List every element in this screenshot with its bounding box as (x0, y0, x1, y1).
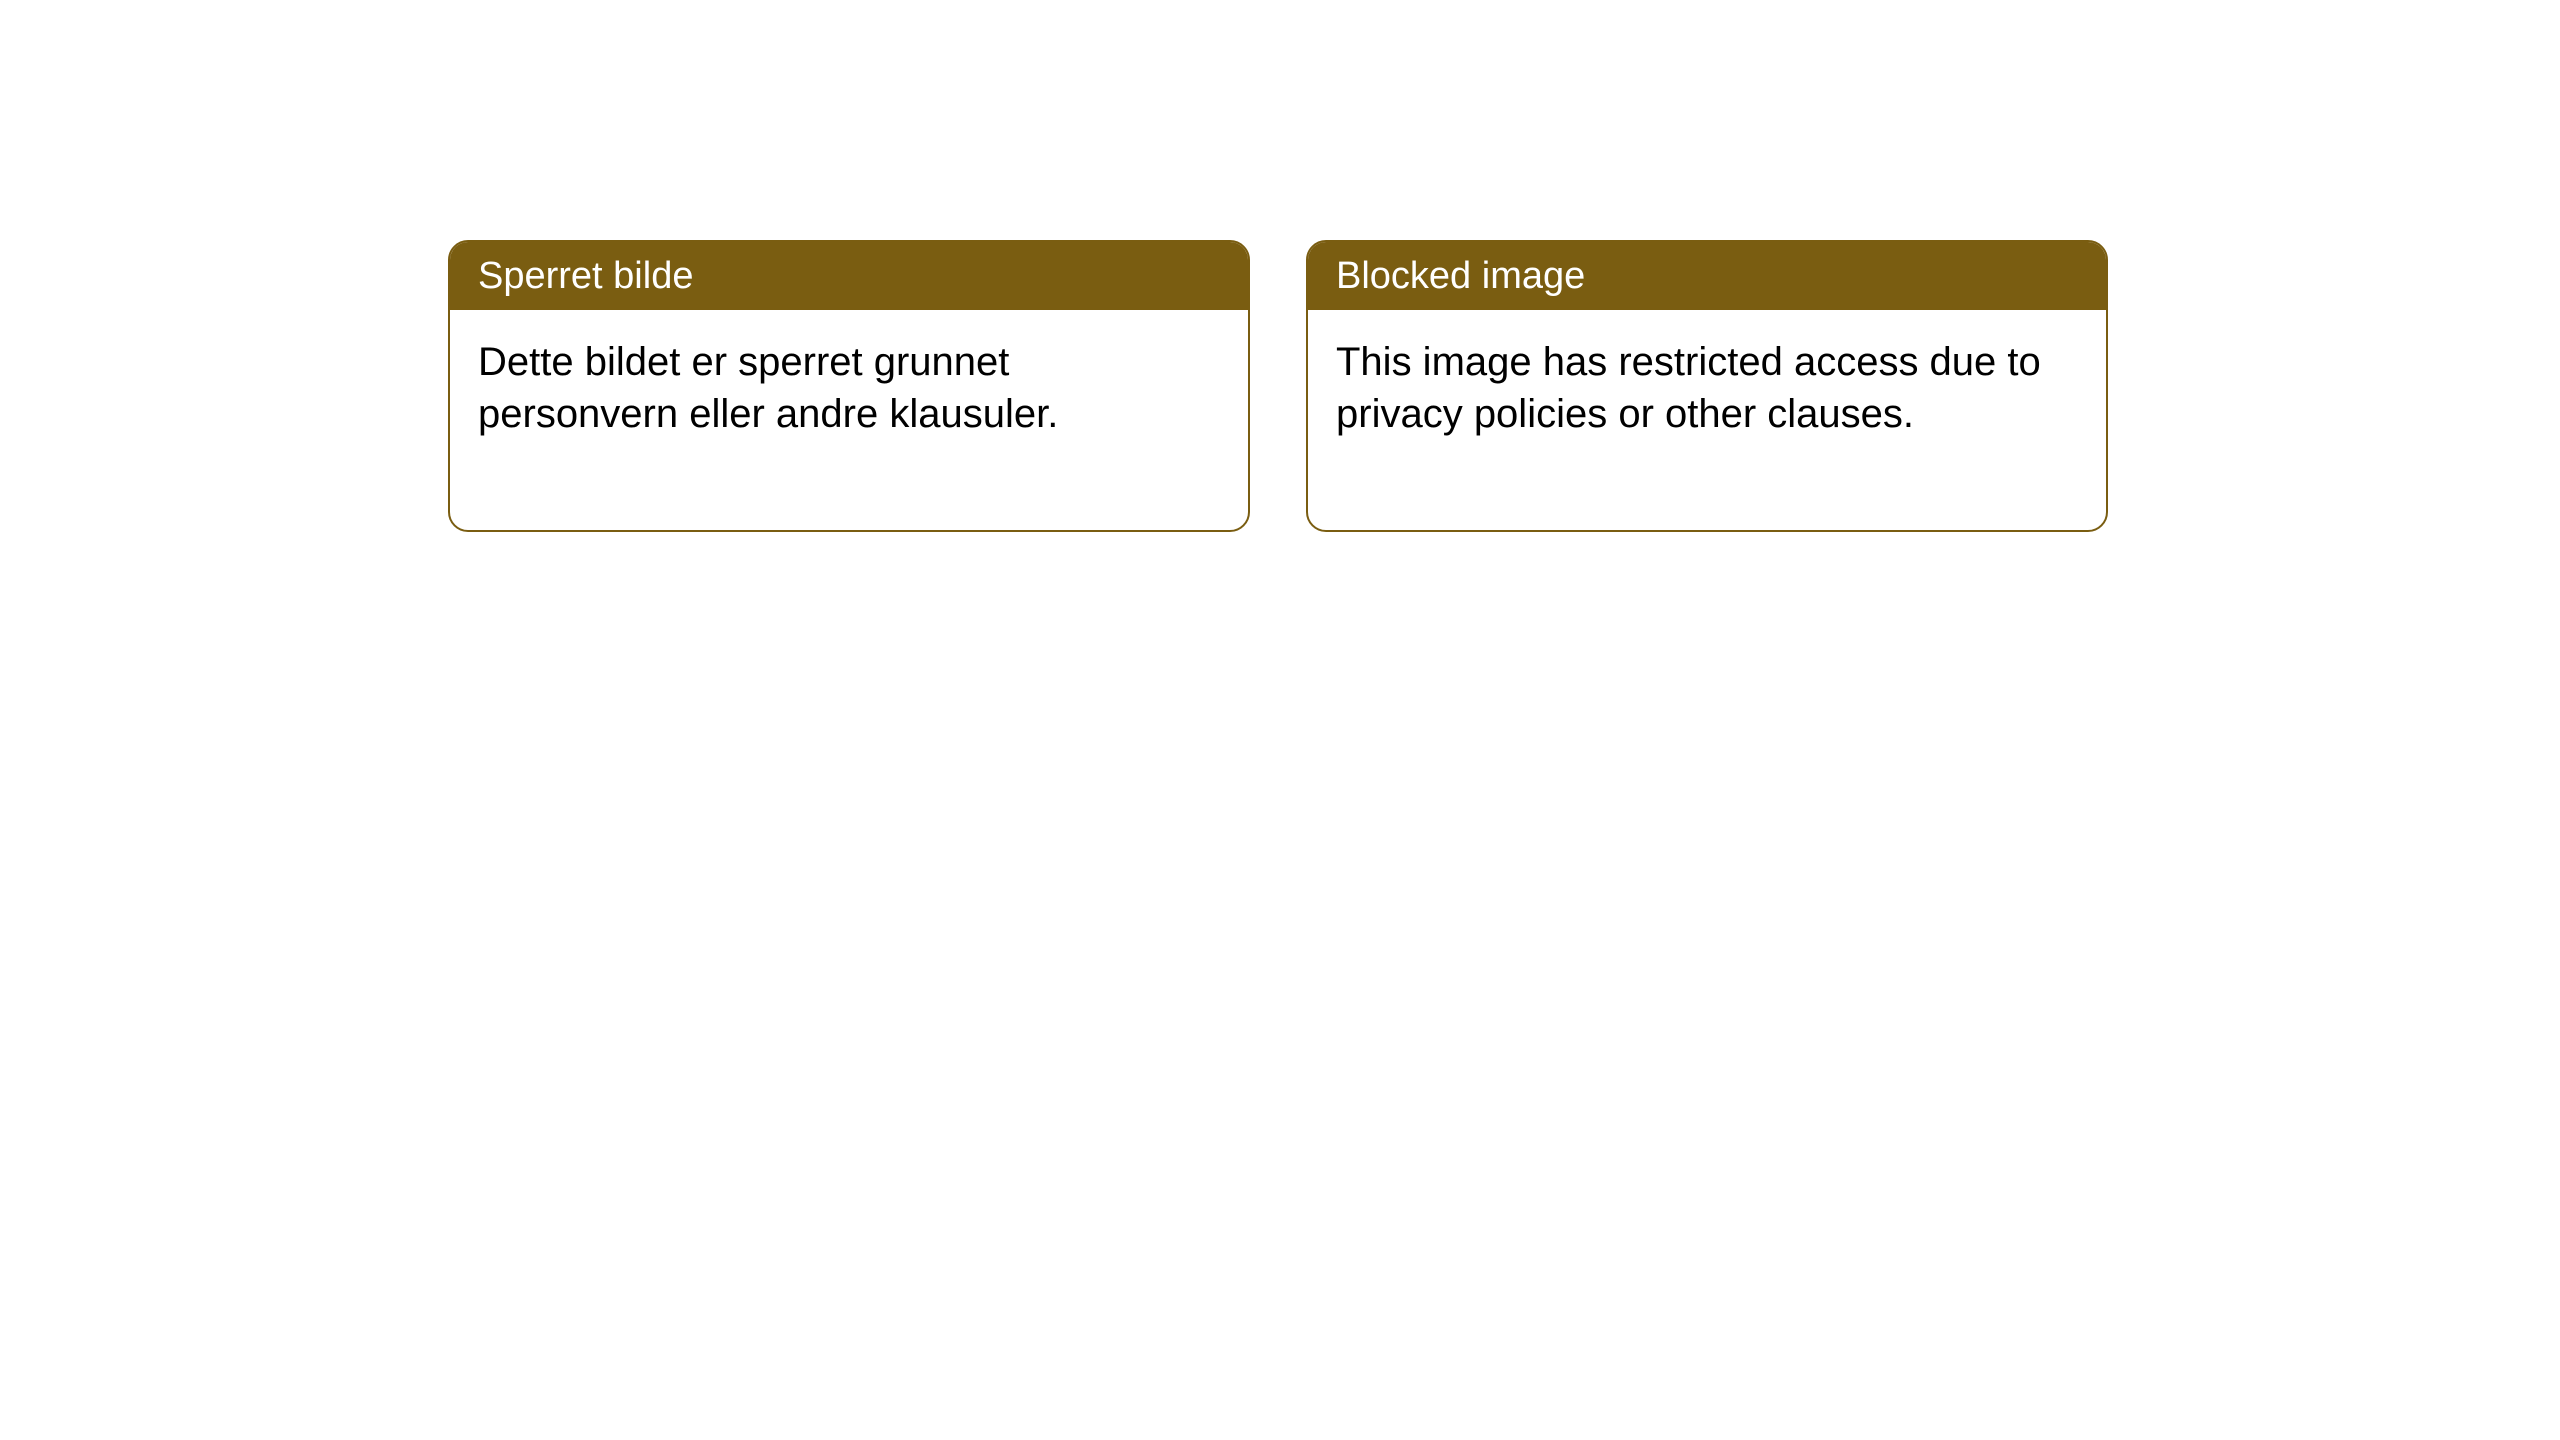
notice-card-en: Blocked image This image has restricted … (1306, 240, 2108, 532)
notice-cards-row: Sperret bilde Dette bildet er sperret gr… (448, 240, 2108, 532)
notice-body-en: This image has restricted access due to … (1308, 310, 2106, 530)
notice-title-en: Blocked image (1308, 242, 2106, 310)
notice-body-no: Dette bildet er sperret grunnet personve… (450, 310, 1248, 530)
notice-card-no: Sperret bilde Dette bildet er sperret gr… (448, 240, 1250, 532)
notice-title-no: Sperret bilde (450, 242, 1248, 310)
